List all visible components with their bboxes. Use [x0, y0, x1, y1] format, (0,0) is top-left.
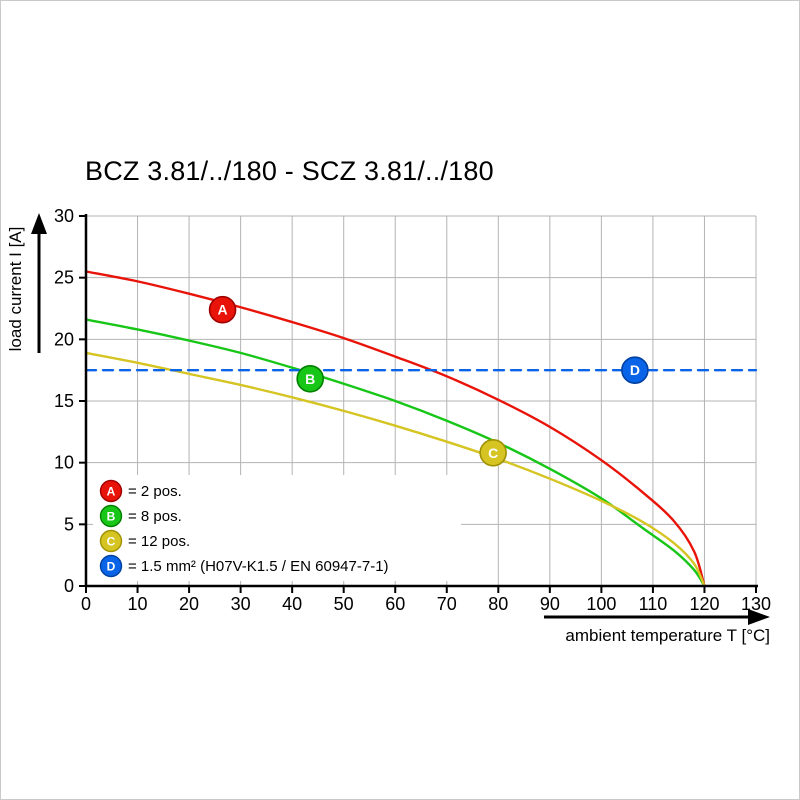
series-markers: A B C D	[208, 295, 649, 467]
svg-text:= 12 pos.: = 12 pos.	[128, 533, 190, 550]
svg-text:130: 130	[741, 594, 771, 614]
svg-text:= 1.5 mm² (H07V-K1.5 / EN 6094: = 1.5 mm² (H07V-K1.5 / EN 60947-7-1)	[128, 558, 389, 575]
svg-text:D: D	[630, 362, 640, 378]
svg-text:5: 5	[64, 514, 74, 534]
axes	[79, 214, 758, 593]
svg-text:80: 80	[488, 594, 508, 614]
marker-D: D	[621, 356, 649, 384]
svg-text:110: 110	[639, 594, 668, 614]
legend-item-A: A = 2 pos.	[99, 479, 182, 503]
marker-C: C	[479, 438, 507, 467]
svg-text:= 2 pos.: = 2 pos.	[128, 483, 182, 500]
svg-text:B: B	[305, 371, 315, 387]
svg-text:D: D	[107, 560, 116, 574]
marker-A: A	[208, 295, 237, 324]
tick-labels: 0 10 20 30 40 50 60 70 80 90 100 110 120 130 0 5 10 15 20 2…	[54, 206, 771, 614]
legend-item-C: C = 12 pos.	[99, 529, 190, 553]
y-axis-label: load current I [A]	[6, 227, 25, 352]
svg-text:A: A	[218, 302, 228, 318]
svg-text:40: 40	[282, 594, 302, 614]
y-axis-arrow-icon	[31, 213, 47, 353]
legend-item-D: D = 1.5 mm² (H07V-K1.5 / EN 60947-7-1)	[99, 554, 389, 578]
svg-text:10: 10	[54, 453, 74, 473]
svg-text:30: 30	[231, 594, 251, 614]
svg-text:60: 60	[385, 594, 405, 614]
legend-item-B: B = 8 pos.	[99, 504, 182, 528]
svg-text:20: 20	[54, 329, 74, 349]
x-axis-label: ambient temperature T [°C]	[565, 626, 770, 645]
svg-text:20: 20	[179, 594, 199, 614]
svg-text:120: 120	[689, 594, 719, 614]
svg-text:15: 15	[54, 391, 74, 411]
svg-text:25: 25	[54, 268, 74, 288]
marker-B: B	[296, 364, 324, 393]
svg-text:C: C	[107, 535, 116, 549]
svg-text:100: 100	[586, 594, 616, 614]
svg-text:30: 30	[54, 206, 74, 226]
svg-text:90: 90	[540, 594, 560, 614]
svg-text:70: 70	[437, 594, 457, 614]
chart-title: BCZ 3.81/../180 - SCZ 3.81/../180	[85, 156, 494, 186]
svg-text:= 8 pos.: = 8 pos.	[128, 508, 182, 525]
svg-text:0: 0	[64, 576, 74, 596]
series-curves	[84, 270, 758, 588]
svg-text:C: C	[488, 445, 498, 461]
svg-text:0: 0	[81, 594, 91, 614]
svg-text:A: A	[107, 485, 116, 499]
legend: A = 2 pos. B = 8 pos. C = 12 pos. D = 1.5 mm² (…	[93, 475, 461, 581]
svg-text:B: B	[107, 510, 116, 524]
svg-text:10: 10	[128, 594, 148, 614]
svg-text:50: 50	[334, 594, 354, 614]
x-axis-arrow-icon	[544, 609, 770, 625]
